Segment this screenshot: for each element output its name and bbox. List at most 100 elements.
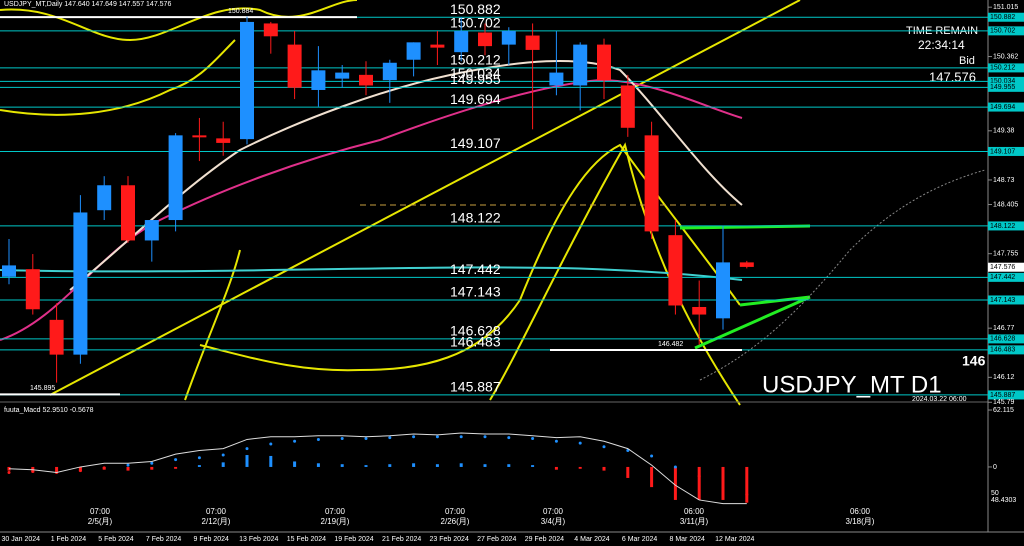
level-box [988, 26, 1024, 36]
macd-bar [483, 464, 487, 467]
macd-signal-dot [531, 437, 535, 441]
macd-signal-dot [31, 470, 35, 474]
macd-signal-dot [435, 435, 439, 439]
level-axis-label: 145.887 [990, 392, 1015, 399]
week-date: 2/19(月) [321, 517, 350, 526]
candle-body [240, 21, 254, 140]
week-time: 07:00 [445, 507, 466, 516]
candle-body [263, 23, 278, 37]
week-date: 3/18(月) [846, 517, 875, 526]
week-date: 2/26(月) [441, 517, 470, 526]
level-label: 150.882 [450, 1, 501, 17]
future-time: 2024.03.22 06:00 [912, 396, 967, 403]
x-tick-label: 12 Mar 2024 [715, 536, 754, 543]
macd-bar [126, 466, 130, 471]
time-remain: 22:34:14 [918, 38, 965, 52]
macd-signal-dot [78, 469, 82, 473]
week-date: 3/11(月) [680, 517, 709, 526]
y-tick-label: 145.79 [993, 399, 1015, 406]
level-axis-label: 147.442 [990, 274, 1015, 281]
level-box [988, 146, 1024, 156]
cloud-edge [699, 169, 986, 381]
candle-body [382, 62, 397, 81]
x-tick-label: 6 Mar 2024 [622, 536, 658, 543]
x-tick-label: 23 Feb 2024 [430, 536, 469, 543]
macd-bar [554, 466, 558, 470]
x-tick-label: 13 Feb 2024 [239, 536, 278, 543]
level-label: 149.694 [450, 91, 501, 107]
week-time: 07:00 [90, 507, 111, 516]
candle-body [311, 70, 326, 90]
macd-signal-dot [269, 442, 273, 446]
bid: 147.576 [929, 69, 976, 84]
candle-body [121, 185, 135, 241]
macd-bar [531, 465, 535, 467]
y-tick-label: 147.755 [993, 251, 1018, 258]
macd-signal-dot [388, 436, 392, 440]
macd-bar [435, 464, 439, 467]
candle-body [73, 212, 88, 355]
macd-bar [721, 466, 725, 500]
level-label: 146.483 [450, 334, 501, 350]
y-tick-label: 148.73 [993, 177, 1015, 184]
level-label: 150.212 [450, 52, 501, 68]
level-label: 145.887 [450, 379, 501, 395]
macd-bar [745, 466, 749, 503]
candle-body [525, 35, 540, 50]
level-box [988, 272, 1024, 282]
macd-signal-dot [293, 439, 297, 443]
trend-line [49, 0, 801, 396]
macd-bar [197, 465, 201, 467]
bollinger-lower-2 [489, 142, 741, 406]
candle-body [2, 265, 16, 277]
macd-bar [650, 466, 654, 488]
level-box [988, 295, 1024, 305]
week-time: 07:00 [543, 507, 564, 516]
macd-signal-dot [102, 466, 106, 470]
macd-bar [602, 466, 606, 471]
macd-signal-dot [197, 456, 201, 460]
candle-body [549, 72, 564, 86]
candle-body [501, 31, 516, 45]
candle-body [25, 269, 40, 310]
macd-signal-dot [578, 441, 582, 445]
level-label: 146.628 [450, 323, 501, 339]
macd-bar [412, 463, 416, 467]
macd-bar [269, 455, 273, 467]
macd-side-label: 50 [991, 490, 999, 497]
macd-bar [507, 464, 511, 467]
week-date: 3/4(月) [541, 517, 566, 526]
macd-tick-label: 62.115 [993, 407, 1014, 414]
macd-bar [7, 466, 11, 471]
macd-bar [697, 466, 701, 500]
x-tick-label: 1 Feb 2024 [51, 536, 87, 543]
macd-signal-dot [650, 454, 654, 458]
marked-price-label: 146.482 [658, 341, 683, 348]
macd-signal-dot [340, 437, 344, 441]
y-tick-label: 146.77 [993, 325, 1015, 332]
level-axis-label: 150.034 [990, 78, 1015, 85]
candle-body [644, 135, 659, 232]
level-axis-label: 149.694 [990, 104, 1015, 111]
candle-body [478, 32, 492, 47]
level-label: 147.143 [450, 284, 501, 300]
macd-title: fuuta_Macd 52.9510 -0.5678 [4, 407, 94, 414]
macd-signal-dot [554, 439, 558, 443]
current-price-box [988, 262, 1024, 272]
macd-signal-dot [673, 465, 677, 469]
macd-bar [316, 463, 320, 467]
week-date: 2/5(月) [88, 517, 113, 526]
macd-bar [55, 466, 59, 474]
x-tick-label: 8 Mar 2024 [669, 536, 705, 543]
level-axis-label: 150.882 [990, 14, 1015, 21]
marked-price-label: 150.884 [228, 8, 253, 15]
candle-body [573, 44, 588, 86]
level-box [988, 221, 1024, 231]
y-tick-label: 150.362 [993, 53, 1018, 60]
macd-signal-dot [697, 474, 701, 478]
macd-bar [293, 461, 297, 467]
macd-signal-dot [483, 435, 487, 439]
macd-bar [174, 466, 178, 469]
current-price-label: 147.576 [990, 264, 1015, 271]
